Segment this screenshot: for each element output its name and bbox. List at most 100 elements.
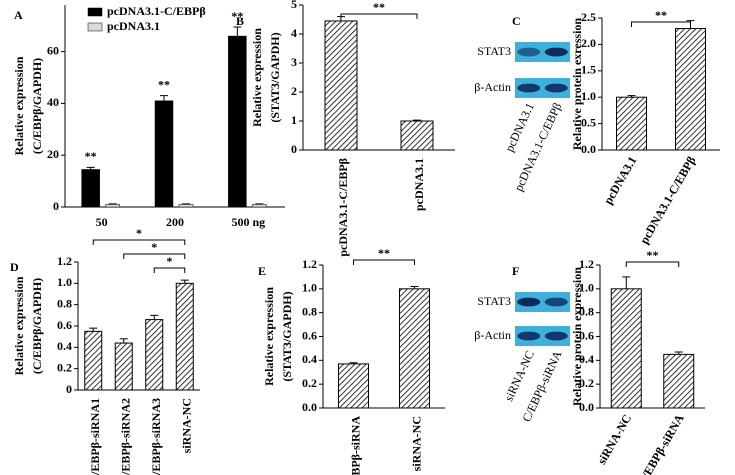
x-tick-label: C/EBPβ-siRNA3 — [149, 398, 163, 475]
panel-label: F — [512, 264, 519, 278]
blot-row — [515, 292, 570, 312]
x-tick-label: 200 — [166, 215, 184, 229]
y-axis-label: (C/EBPβ/GAPDH) — [30, 58, 44, 154]
panel-label: A — [14, 8, 23, 22]
y-tick-label: 0.4 — [302, 352, 317, 366]
y-tick-label: 0.2 — [302, 376, 317, 390]
y-axis-label: (C/EBPβ/GAPDH) — [30, 278, 44, 374]
bar — [114, 342, 133, 391]
legend-swatch — [87, 7, 103, 17]
bar — [675, 28, 706, 151]
bar — [399, 288, 430, 409]
y-tick-label: 1.0 — [579, 281, 594, 295]
y-tick-label: 1.0 — [302, 281, 317, 295]
y-tick-label: 1 — [291, 113, 297, 127]
bar — [228, 35, 247, 208]
y-tick-label: 60 — [47, 43, 59, 57]
y-tick-label: 5 — [291, 0, 297, 11]
blot-band — [517, 331, 541, 341]
blot-band — [517, 83, 541, 93]
y-tick-label: 2 — [291, 84, 297, 98]
x-tick-label: pcDNA3.1 — [412, 158, 426, 211]
bracket — [631, 21, 691, 27]
blot-row — [515, 42, 570, 62]
y-tick-label: 0.6 — [302, 328, 317, 342]
bar — [175, 282, 194, 391]
bar — [145, 319, 164, 391]
y-tick-label: 0.0 — [579, 400, 594, 414]
annotation: ** — [655, 8, 667, 22]
legend-swatch — [87, 22, 103, 32]
y-tick-label: 2.0 — [581, 36, 596, 50]
annotation: ** — [231, 9, 243, 23]
y-axis-label: Relative protein expression — [570, 267, 584, 406]
blot-band — [544, 83, 568, 93]
y-tick-label: 2.5 — [581, 10, 596, 24]
blot-row — [515, 326, 570, 346]
y-tick-label: 0.0 — [581, 142, 596, 156]
x-tick-label: pcDNA3.1-C/EBPβ — [637, 154, 698, 246]
y-tick-label: 1.2 — [579, 257, 594, 271]
blot-row-label: β-Actin — [474, 80, 511, 94]
y-tick-label: 1.0 — [581, 89, 596, 103]
x-tick-label: C/EBPβ-siRNA2 — [119, 398, 133, 475]
y-tick-label: 3 — [291, 55, 297, 69]
y-axis-label: Relative expression — [12, 276, 26, 375]
bar — [400, 120, 434, 151]
y-tick-label: 0.2 — [57, 360, 72, 374]
panel-label: B — [236, 14, 244, 28]
annotation: ** — [158, 77, 170, 91]
panel-label: D — [10, 260, 19, 274]
bracket — [92, 239, 186, 245]
bracket — [625, 261, 680, 267]
x-tick-label: pcDNA3.1-C/EBPβ — [336, 158, 350, 257]
y-tick-label: 0.8 — [579, 304, 594, 318]
bar — [610, 288, 642, 409]
y-tick-label: 0.2 — [579, 376, 594, 390]
y-tick-label: 1.2 — [57, 254, 72, 268]
bracket — [123, 253, 186, 259]
legend-label: pcDNA3.1 — [107, 19, 160, 33]
bar — [105, 204, 120, 208]
blot-row-label: STAT3 — [477, 294, 511, 308]
bar — [154, 100, 174, 208]
y-axis-label: Relative expression — [250, 28, 264, 127]
y-axis-label: Relative protein exression — [570, 18, 584, 151]
blot-band — [544, 331, 568, 341]
blot-row-label: STAT3 — [477, 44, 511, 58]
annotation: ** — [373, 0, 385, 14]
bar — [81, 169, 100, 208]
bar — [616, 96, 647, 151]
y-tick-label: 0.5 — [581, 115, 596, 129]
blot-band — [517, 297, 541, 307]
blot-row-label: β-Actin — [474, 328, 511, 342]
annotation: ** — [85, 149, 97, 163]
legend-label: pcDNA3.1-C/EBPβ — [107, 4, 206, 18]
y-tick-label: 1.0 — [57, 275, 72, 289]
bracket — [353, 259, 415, 265]
y-axis-label: (STAT3/GAPDH) — [280, 291, 294, 381]
x-tick-label: 50 — [96, 215, 108, 229]
x-tick-label: siRNA-NC — [409, 416, 423, 471]
bar — [663, 353, 695, 409]
y-tick-label: 40 — [47, 95, 59, 109]
annotation: ** — [647, 248, 659, 262]
blot-band — [544, 297, 568, 307]
y-tick-label: 0.6 — [579, 328, 594, 342]
y-tick-label: 0 — [53, 199, 59, 213]
y-axis-label: Relative expression — [262, 287, 276, 386]
x-tick-label: pcDNA3.1 — [601, 154, 640, 207]
x-tick-label: C/EBPβ-siRNA — [635, 412, 687, 475]
blot-row — [515, 78, 570, 98]
x-tick-label: 500 ng — [231, 215, 265, 229]
y-tick-label: 4 — [291, 26, 297, 40]
y-tick-label: 0.8 — [57, 296, 72, 310]
y-tick-label: 0.4 — [579, 352, 594, 366]
bracket — [340, 13, 418, 19]
bar — [324, 20, 358, 151]
annotation: ** — [378, 246, 390, 260]
bar — [178, 204, 194, 208]
y-tick-label: 1.5 — [581, 63, 596, 77]
y-axis-label: (STAT3/GAPDH) — [268, 32, 282, 122]
